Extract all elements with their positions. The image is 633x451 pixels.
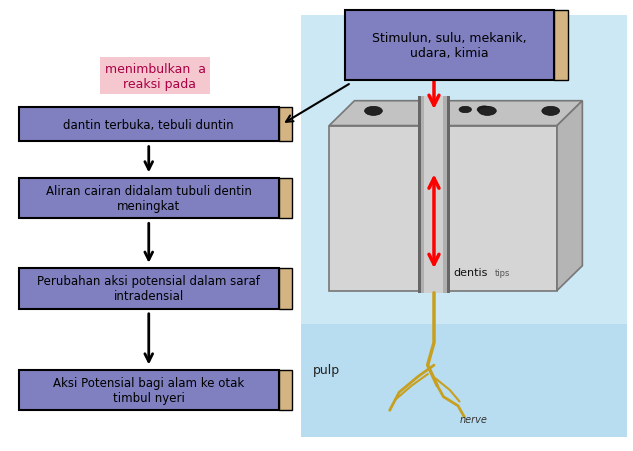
Ellipse shape (477, 107, 491, 114)
Ellipse shape (459, 107, 472, 113)
Bar (425, 97, 444, 293)
Bar (279, 268, 292, 309)
Ellipse shape (479, 107, 496, 116)
Text: Perubahan aksi potensial dalam saraf
intradensial: Perubahan aksi potensial dalam saraf int… (37, 275, 260, 303)
Bar (19, 370, 279, 410)
Bar (301, 325, 627, 437)
Ellipse shape (365, 107, 382, 116)
Text: tips: tips (495, 268, 510, 277)
Ellipse shape (542, 107, 560, 116)
Text: dantin terbuka, tebuli duntin: dantin terbuka, tebuli duntin (63, 119, 234, 132)
Bar (279, 178, 292, 219)
Polygon shape (557, 101, 582, 291)
Polygon shape (329, 101, 582, 126)
Text: menimbulkan  a
  reaksi pada: menimbulkan a reaksi pada (104, 63, 206, 91)
Bar (279, 108, 292, 142)
Bar (301, 16, 627, 437)
Text: nerve: nerve (460, 414, 487, 424)
Bar (421, 97, 448, 293)
Text: pulp: pulp (313, 364, 341, 376)
Bar (279, 370, 292, 410)
Bar (418, 97, 450, 293)
Bar (19, 178, 279, 219)
Text: Aksi Potensial bagi alam ke otak
timbul nyeri: Aksi Potensial bagi alam ke otak timbul … (53, 376, 244, 404)
Bar (345, 11, 554, 81)
Text: Aliran cairan didalam tubuli dentin
meningkat: Aliran cairan didalam tubuli dentin meni… (46, 184, 252, 212)
Bar (329, 126, 557, 291)
Bar (19, 108, 279, 142)
Text: dentis: dentis (454, 268, 488, 278)
Bar (554, 11, 568, 81)
Text: Stimulun, sulu, mekanik,
udara, kimia: Stimulun, sulu, mekanik, udara, kimia (372, 32, 527, 60)
Bar (19, 268, 279, 309)
